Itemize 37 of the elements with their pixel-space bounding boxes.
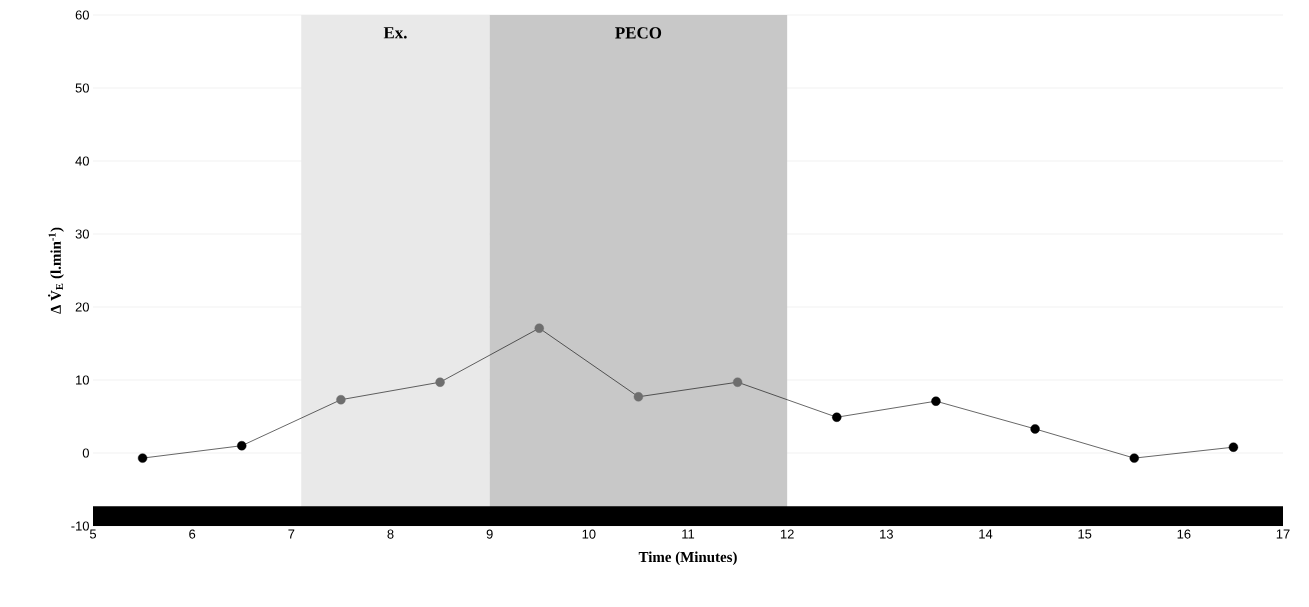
- x-tick-label: 11: [682, 529, 695, 539]
- y-tick-label: 0: [82, 448, 89, 458]
- point: [732, 377, 743, 387]
- point: [435, 377, 445, 387]
- x-tick-label: 10: [582, 529, 596, 539]
- x-tick-label: 9: [486, 529, 493, 539]
- point: [237, 441, 247, 451]
- point: [1129, 453, 1139, 463]
- y-axis-title: Δ V̇$_{E}$ (l.min$^{-1}$): [48, 227, 64, 314]
- band-label: PECO: [615, 27, 662, 39]
- x-tick-label: 8: [387, 529, 394, 539]
- point: [832, 412, 842, 422]
- x-tick-label: 17: [1276, 529, 1290, 539]
- point: [137, 453, 148, 463]
- point: [931, 396, 941, 406]
- point: [336, 395, 346, 405]
- x-tick-label: 12: [780, 529, 794, 539]
- x-tick-label: 16: [1177, 529, 1191, 539]
- y-tick-label: -10: [71, 521, 89, 531]
- x-tick-label: 7: [288, 529, 295, 539]
- y-tick-label: 30: [75, 229, 89, 239]
- point: [633, 392, 644, 402]
- y-tick-label: 20: [75, 302, 89, 312]
- point: [534, 323, 544, 333]
- x-tick-label: 6: [189, 529, 196, 539]
- y-tick-label: 60: [75, 10, 89, 20]
- y-tick-label: 40: [75, 156, 89, 166]
- point: [1030, 424, 1040, 434]
- x-tick-label: 13: [880, 529, 893, 539]
- x-tick-label: 15: [1078, 529, 1092, 539]
- x-tick-label: 5: [89, 529, 97, 539]
- x-tick-label: 14: [979, 529, 993, 539]
- band-label: Ex.: [383, 27, 407, 39]
- point: [1228, 442, 1239, 452]
- y-tick-label: 50: [75, 83, 89, 93]
- y-tick-label: 10: [76, 375, 89, 385]
- x-axis-title: Time (Minutes): [638, 551, 737, 566]
